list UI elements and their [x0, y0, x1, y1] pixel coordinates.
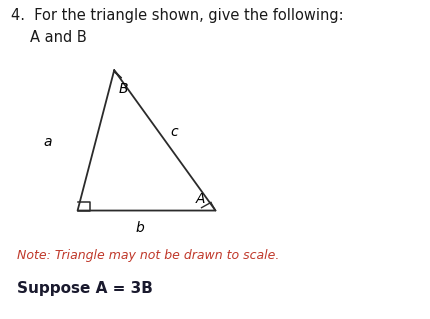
Text: B: B: [118, 82, 128, 96]
Text: A and B: A and B: [30, 30, 87, 45]
Text: Note: Triangle may not be drawn to scale.: Note: Triangle may not be drawn to scale…: [17, 249, 279, 262]
Text: a: a: [43, 135, 52, 149]
Text: Suppose A = 3B: Suppose A = 3B: [17, 281, 153, 296]
Text: c: c: [170, 125, 178, 139]
Text: A: A: [196, 192, 205, 206]
Text: b: b: [135, 221, 144, 235]
Text: 4.  For the triangle shown, give the following:: 4. For the triangle shown, give the foll…: [11, 8, 343, 23]
